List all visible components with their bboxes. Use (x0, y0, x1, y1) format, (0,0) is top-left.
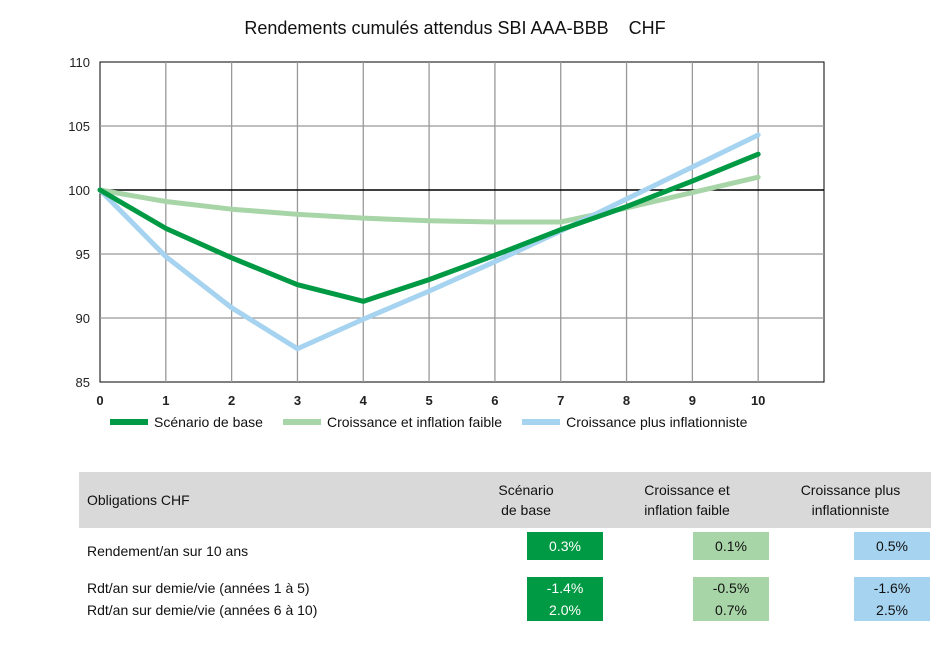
table-row: Rdt/an sur demie/vie (années 1 à 5) Rdt/… (79, 561, 931, 622)
legend-swatch-low (282, 419, 321, 425)
x-tick-label: 7 (557, 393, 564, 408)
x-tick-label: 6 (491, 393, 498, 408)
table-header-col-high: Croissance plus inflationniste (770, 472, 931, 528)
table-header-col-base: Scénario de base (448, 472, 604, 528)
x-tick-label: 10 (751, 393, 765, 408)
row-label-10y: Rendement/an sur 10 ans (87, 543, 249, 559)
legend-swatch-base (110, 419, 148, 425)
value-high-half2: 2.5% (854, 599, 930, 621)
row-label-half-life: Rdt/an sur demie/vie (années 1 à 5) Rdt/… (79, 561, 448, 622)
x-tick-label: 5 (425, 393, 432, 408)
series-line-low (97, 174, 761, 225)
row-label-years-1-5: Rdt/an sur demie/vie (années 1 à 5) (87, 580, 310, 596)
value-base-half2: 2.0% (527, 599, 603, 621)
y-tick-label: 105 (68, 119, 90, 134)
row-label-years-6-10: Rdt/an sur demie/vie (années 6 à 10) (87, 602, 318, 618)
legend-item-base: Scénario de base (110, 414, 263, 430)
value-low-half2: 0.7% (693, 599, 769, 621)
y-tick-label: 110 (69, 55, 90, 70)
x-tick-label: 1 (162, 393, 169, 408)
value-base-half1: -1.4% (527, 577, 603, 599)
x-tick-label: 2 (228, 393, 235, 408)
value-high-10y: 0.5% (854, 532, 930, 560)
x-tick-label: 3 (294, 393, 301, 408)
y-tick-label: 90 (76, 311, 90, 326)
value-low-half1: -0.5% (693, 577, 769, 599)
x-tick-label: 8 (623, 393, 630, 408)
table-header-col-low: Croissance et inflation faible (604, 472, 770, 528)
x-tick-label: 9 (689, 393, 696, 408)
chart-title: Rendements cumulés attendus SBI AAA-BBB … (244, 18, 666, 38)
x-tick-label: 0 (96, 393, 103, 408)
legend-item-high: Croissance plus inflationniste (522, 414, 747, 430)
series-line-high (97, 132, 761, 352)
value-high-half1: -1.6% (854, 577, 930, 599)
y-tick-label: 100 (68, 183, 90, 198)
table-row: Rendement/an sur 10 ans 0.3% 0.1% 0.5% (79, 528, 931, 561)
line-chart: 85 90 95 100 105 110 0 1 2 3 4 5 6 7 8 9 10 (68, 55, 825, 408)
legend-item-low: Croissance et inflation faible (282, 414, 503, 430)
legend-label-base: Scénario de base (154, 414, 263, 430)
chart-legend: Scénario de base Croissance et inflation… (110, 414, 767, 430)
legend-label-high: Croissance plus inflationniste (566, 414, 748, 430)
summary-table: Obligations CHF Scénario de base Croissa… (79, 472, 931, 622)
legend-swatch-high (522, 419, 561, 425)
table-header-row: Obligations CHF Scénario de base Croissa… (79, 472, 931, 528)
y-tick-label: 95 (76, 247, 90, 262)
legend-label-low: Croissance et inflation faible (326, 414, 503, 430)
value-base-10y: 0.3% (527, 532, 603, 560)
x-tick-label: 4 (360, 393, 368, 408)
series-line-base (97, 151, 761, 304)
value-low-10y: 0.1% (693, 532, 769, 560)
table-header-label: Obligations CHF (79, 472, 448, 528)
y-tick-label: 85 (76, 375, 90, 390)
